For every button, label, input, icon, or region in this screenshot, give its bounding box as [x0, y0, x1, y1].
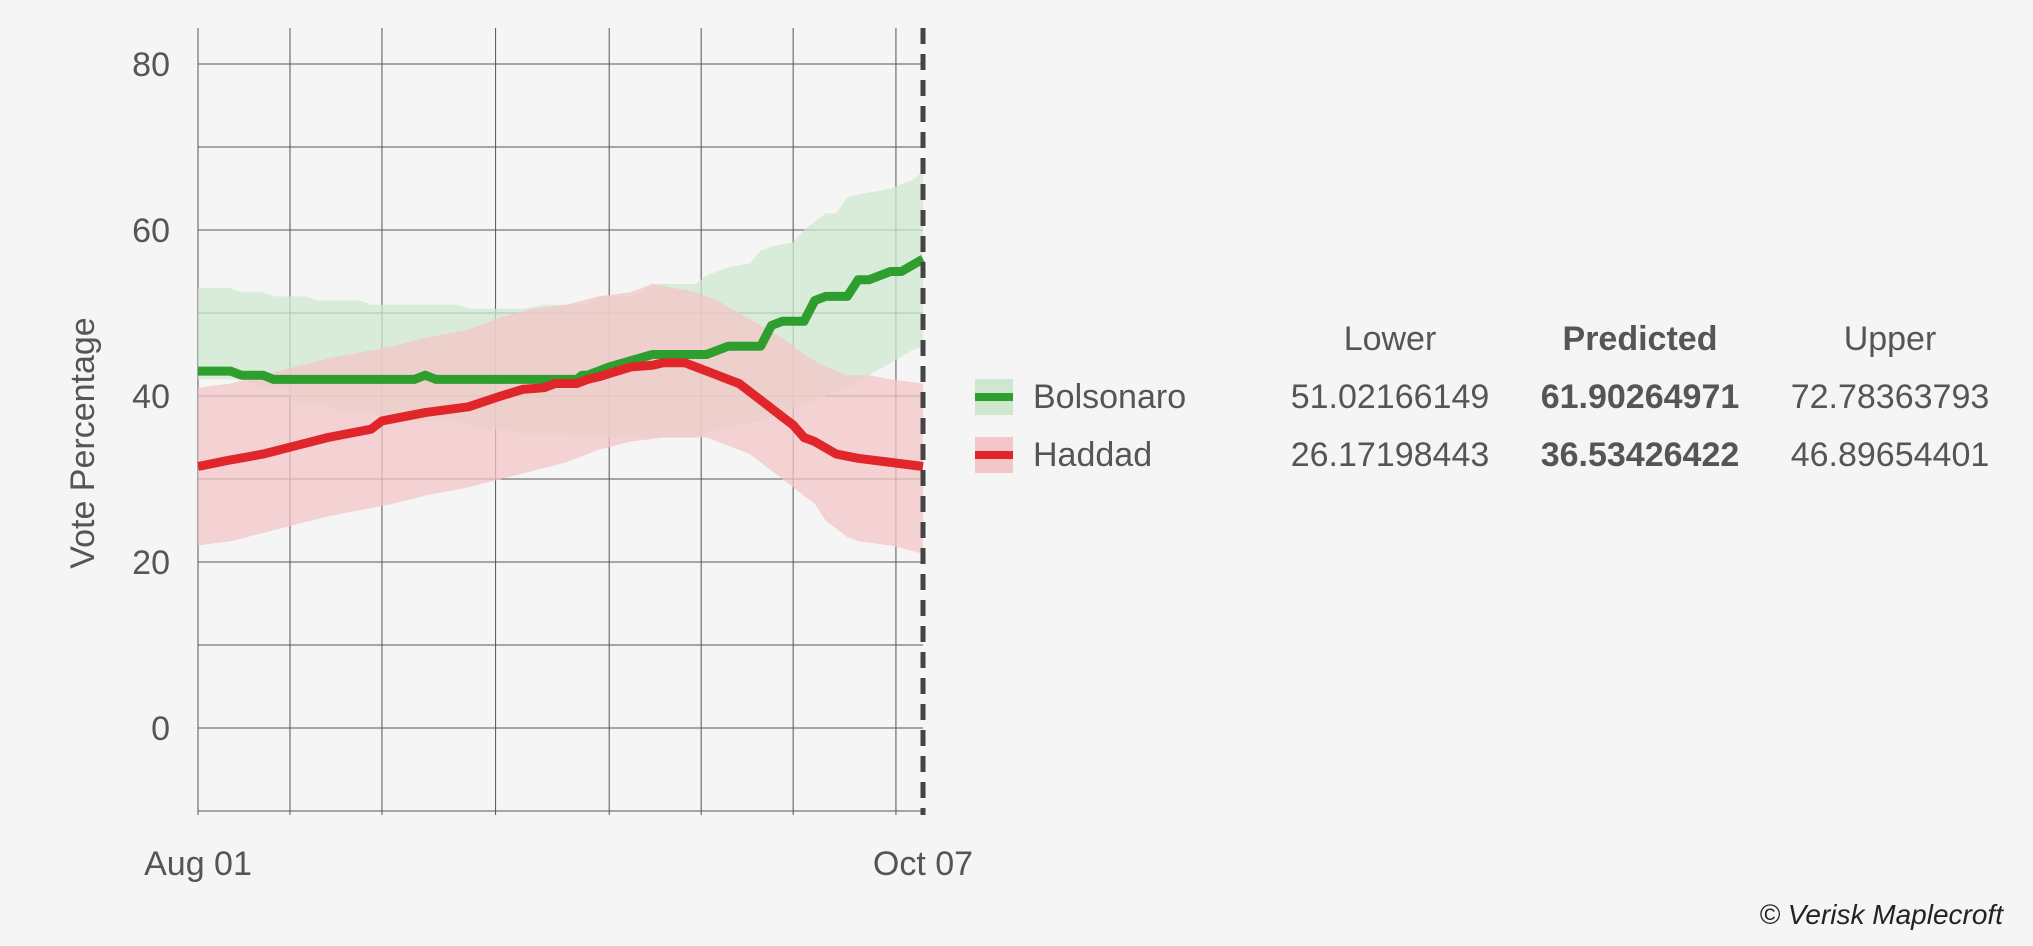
- y-tick-label: 0: [151, 710, 170, 748]
- table-row: 26.17198443 36.53426422 46.89654401: [1265, 426, 2015, 484]
- legend-item-haddad: Haddad: [975, 426, 1186, 484]
- confidence-bands: [198, 171, 923, 554]
- header-lower: Lower: [1343, 319, 1437, 358]
- chart: 0 20 40 60 80 Aug 01 Oct 07 Vote Percentage: [64, 28, 973, 883]
- results-table: Lower Predicted Upper 51.02166149 61.902…: [1265, 310, 2015, 484]
- y-tick-label: 80: [132, 46, 170, 84]
- header-upper: Upper: [1843, 319, 1937, 358]
- legend-label: Bolsonaro: [1033, 377, 1187, 416]
- cell-predicted: 61.90264971: [1540, 377, 1740, 416]
- y-tick-label: 40: [132, 378, 170, 416]
- header-predicted: Predicted: [1562, 319, 1718, 358]
- cell-lower: 26.17198443: [1290, 435, 1490, 474]
- cell-predicted: 36.53426422: [1540, 435, 1740, 474]
- series-line-haddad: [197, 358, 924, 471]
- cell-upper: 46.89654401: [1790, 435, 1990, 474]
- axis-ticks: 0 20 40 60 80 Aug 01 Oct 07: [132, 46, 973, 883]
- y-axis-title: Vote Percentage: [64, 317, 102, 568]
- y-tick-label: 20: [132, 544, 170, 582]
- credit-text: © Verisk Maplecroft: [1759, 899, 2003, 930]
- series-line-bolsonaro: [198, 255, 926, 384]
- legend-label: Haddad: [1033, 435, 1153, 474]
- legend-swatch-bolsonaro: [975, 379, 1013, 415]
- table-header-row: Lower Predicted Upper: [1265, 310, 2015, 368]
- x-tick-label: Oct 07: [873, 845, 973, 883]
- band-haddad: [198, 283, 923, 554]
- x-tick-label: Aug 01: [144, 845, 252, 883]
- legend-item-bolsonaro: Bolsonaro: [975, 368, 1186, 426]
- legend: Bolsonaro Haddad: [975, 368, 1186, 484]
- series-lines: [197, 255, 926, 471]
- table-row: 51.02166149 61.90264971 72.78363793: [1265, 368, 2015, 426]
- cell-lower: 51.02166149: [1290, 377, 1490, 416]
- legend-swatch-haddad: [975, 437, 1013, 473]
- cell-upper: 72.78363793: [1790, 377, 1990, 416]
- y-tick-label: 60: [132, 212, 170, 250]
